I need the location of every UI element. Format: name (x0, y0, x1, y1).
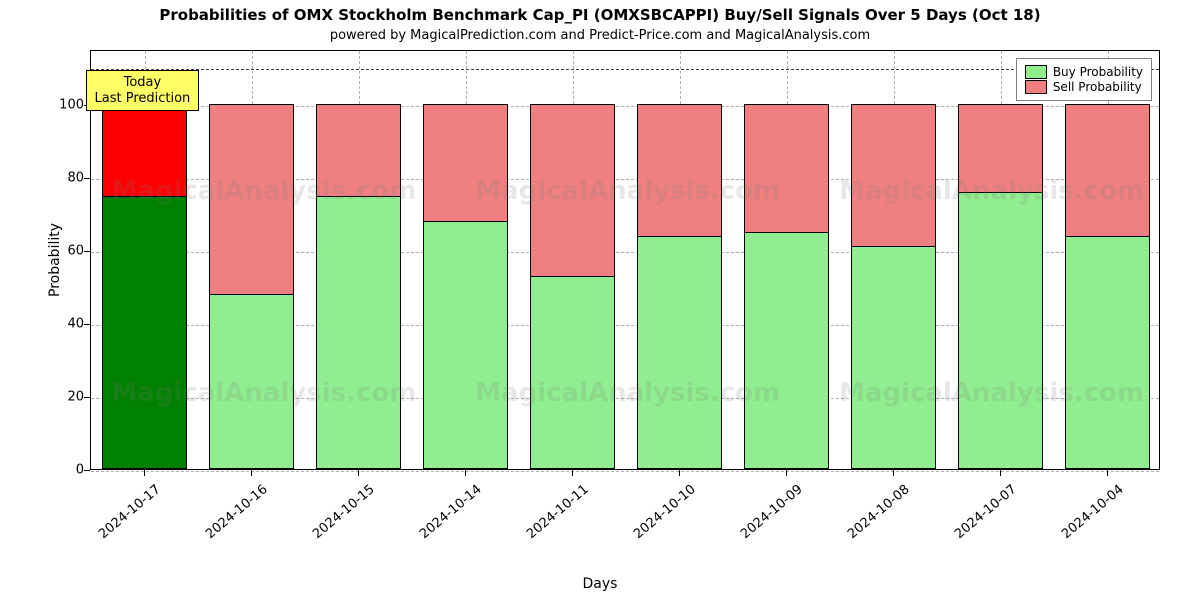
y-axis-label: Probability (47, 223, 63, 297)
bar-stack (209, 104, 295, 469)
xtick-label: 2024-10-04 (1048, 482, 1127, 551)
bar-stack (423, 104, 509, 469)
ytick-label: 0 (44, 463, 84, 478)
today-annotation: TodayLast Prediction (86, 70, 200, 111)
plot-area (90, 50, 1160, 470)
ytick-mark (84, 251, 90, 252)
bar-stack (1065, 104, 1151, 469)
bar-buy (959, 192, 1043, 468)
bar-stack (316, 104, 402, 469)
legend-swatch (1025, 65, 1047, 79)
bar-buy (103, 196, 187, 468)
xtick-mark (144, 470, 145, 476)
bar-sell (210, 105, 294, 294)
xtick-mark (893, 470, 894, 476)
bar-stack (637, 104, 723, 469)
legend-item: Buy Probability (1025, 65, 1143, 79)
bar-stack (530, 104, 616, 469)
xtick-mark (1000, 470, 1001, 476)
xtick-mark (251, 470, 252, 476)
xtick-label: 2024-10-11 (513, 482, 592, 551)
chart-container: Probabilities of OMX Stockholm Benchmark… (0, 0, 1200, 600)
xtick-label: 2024-10-16 (192, 482, 271, 551)
legend-item: Sell Probability (1025, 80, 1143, 94)
bar-stack (744, 104, 830, 469)
bar-stack (958, 104, 1044, 469)
xtick-label: 2024-10-08 (834, 482, 913, 551)
ytick-label: 100 (44, 97, 84, 112)
xtick-mark (679, 470, 680, 476)
xtick-mark (1107, 470, 1108, 476)
bar-sell (745, 105, 829, 232)
legend-label: Buy Probability (1053, 65, 1143, 79)
bar-sell (531, 105, 615, 276)
bar-sell (1066, 105, 1150, 236)
xtick-mark (572, 470, 573, 476)
xtick-mark (465, 470, 466, 476)
annotation-line2: Last Prediction (95, 91, 191, 107)
bar-sell (424, 105, 508, 221)
bar-stack (102, 104, 188, 469)
bar-buy (852, 246, 936, 468)
x-axis-label: Days (0, 576, 1200, 592)
bar-sell (852, 105, 936, 247)
bar-sell (317, 105, 401, 196)
ytick-label: 80 (44, 170, 84, 185)
bar-buy (210, 294, 294, 468)
legend-box: Buy ProbabilitySell Probability (1016, 58, 1152, 101)
ytick-label: 60 (44, 243, 84, 258)
bar-buy (424, 221, 508, 468)
bar-sell (638, 105, 722, 236)
legend-label: Sell Probability (1053, 80, 1142, 94)
annotation-line1: Today (95, 75, 191, 91)
xtick-label: 2024-10-09 (727, 482, 806, 551)
bar-stack (851, 104, 937, 469)
bar-buy (317, 196, 401, 468)
threshold-line (91, 69, 1159, 70)
xtick-mark (786, 470, 787, 476)
chart-subtitle: powered by MagicalPrediction.com and Pre… (0, 28, 1200, 43)
bar-buy (745, 232, 829, 468)
bar-sell (103, 105, 187, 196)
ytick-label: 20 (44, 389, 84, 404)
xtick-mark (358, 470, 359, 476)
xtick-label: 2024-10-14 (406, 482, 485, 551)
chart-title: Probabilities of OMX Stockholm Benchmark… (0, 6, 1200, 24)
xtick-label: 2024-10-15 (299, 482, 378, 551)
bar-buy (1066, 236, 1150, 468)
bar-buy (531, 276, 615, 468)
xtick-label: 2024-10-17 (85, 482, 164, 551)
ytick-mark (84, 397, 90, 398)
xtick-label: 2024-10-07 (941, 482, 1020, 551)
ytick-label: 40 (44, 316, 84, 331)
ytick-mark (84, 470, 90, 471)
bar-sell (959, 105, 1043, 192)
ytick-mark (84, 324, 90, 325)
legend-swatch (1025, 80, 1047, 94)
xtick-label: 2024-10-10 (620, 482, 699, 551)
bar-buy (638, 236, 722, 468)
ytick-mark (84, 178, 90, 179)
